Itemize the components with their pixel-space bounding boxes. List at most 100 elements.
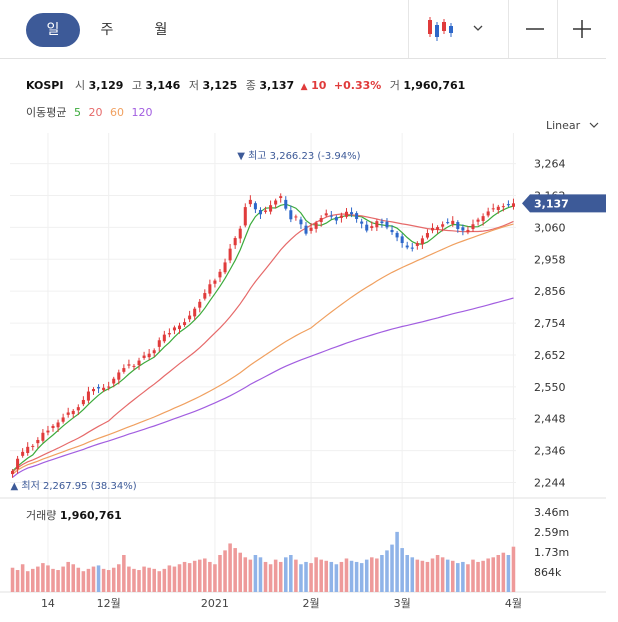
volume-bar <box>344 558 349 592</box>
scale-selector[interactable]: Linear <box>546 119 600 132</box>
volume-bar <box>486 558 490 592</box>
volume-bar <box>380 555 384 592</box>
volume-bar <box>152 568 156 592</box>
price-tick-label: 3,162 <box>534 190 566 203</box>
volume-bar <box>177 564 182 592</box>
tab-daily[interactable]: 일 <box>26 13 80 47</box>
volume-bar <box>101 568 106 592</box>
candle-body <box>425 233 429 238</box>
candle-body <box>142 355 146 358</box>
candle-body <box>238 228 242 239</box>
candle-body <box>228 248 232 261</box>
volume-bar <box>334 564 339 592</box>
candle-body <box>46 430 50 433</box>
candle-body <box>410 247 414 249</box>
candle-body <box>26 446 30 453</box>
volume-bar <box>415 559 420 592</box>
candle-body <box>506 204 510 206</box>
candle-body <box>127 364 131 366</box>
candle-body <box>415 243 419 246</box>
open-label: 시 <box>74 79 86 92</box>
candle-body <box>132 365 136 367</box>
volume-bar <box>294 559 298 592</box>
current-price-label: 3,137 <box>534 197 569 210</box>
ma-60-label: 60 <box>109 106 124 119</box>
price-tick-label: 2,958 <box>534 253 566 266</box>
volume-bar <box>501 552 506 592</box>
ma-60-line <box>12 223 514 475</box>
x-tick-label: 3월 <box>394 597 411 610</box>
volume-value: 1,960,761 <box>403 79 466 92</box>
volume-bar <box>258 557 263 592</box>
candle-body <box>436 227 440 230</box>
quote-summary: KOSPI 시 3,129 고 3,146 저 3,125 종 3,137 ▲ … <box>26 77 465 93</box>
volume-tick-label: 2.59m <box>534 526 569 539</box>
zoom-in-button[interactable] <box>564 14 600 44</box>
ma-5-line <box>12 203 514 472</box>
volume-bar <box>471 559 475 592</box>
volume-bar <box>410 557 415 592</box>
low-label: 저 <box>188 79 199 92</box>
candle-body <box>102 387 106 391</box>
candle-body <box>243 207 247 226</box>
volume-bar <box>349 560 354 592</box>
tab-weekly[interactable]: 주 <box>100 22 114 38</box>
close-value: 3,137 <box>259 79 295 92</box>
price-tick-label: 2,856 <box>534 285 566 298</box>
candle-body <box>329 215 333 217</box>
volume-bar <box>243 557 248 592</box>
chart-type-button[interactable] <box>420 14 502 44</box>
candle-body <box>344 211 349 217</box>
price-tick-label: 2,550 <box>534 381 566 394</box>
volume-bar <box>238 552 243 592</box>
volume-bar <box>96 565 101 592</box>
change-arrow: ▲ <box>300 82 308 92</box>
volume-bar <box>511 546 516 592</box>
candle-body <box>334 217 338 221</box>
candle-body <box>61 417 65 422</box>
candle-body <box>365 224 369 231</box>
close-label: 종 <box>245 79 256 92</box>
zoom-out-button[interactable] <box>516 14 552 44</box>
candle-body <box>233 238 237 246</box>
volume-bar <box>385 550 389 592</box>
volume-bar <box>127 566 131 592</box>
candle-body <box>193 308 197 317</box>
chevron-down-icon <box>589 122 599 128</box>
candle-body <box>11 470 15 475</box>
candle-body <box>208 284 212 294</box>
candle-body <box>198 301 202 308</box>
candle-body <box>355 213 359 219</box>
volume-bar <box>375 558 379 592</box>
x-tick-label: 2월 <box>303 597 320 610</box>
volume-bar <box>400 548 404 592</box>
volume-bar <box>157 571 162 592</box>
volume-bar <box>461 561 465 592</box>
moving-average-legend[interactable]: 이동평균 5 20 60 120 <box>26 104 152 120</box>
candlestick-icon <box>428 17 483 41</box>
volume-bar <box>299 564 303 592</box>
candle-body <box>122 368 126 372</box>
candle-body <box>188 315 192 320</box>
candle-body <box>137 360 141 366</box>
candle-body <box>441 224 445 227</box>
candle-body <box>117 372 121 380</box>
candle-body <box>162 334 166 342</box>
candle-body <box>456 222 460 229</box>
volume-bar <box>86 568 91 592</box>
volume-bar <box>81 571 86 592</box>
volume-bar <box>491 557 496 592</box>
candle-body <box>41 432 45 441</box>
period-tabs: 일 주 월 <box>26 13 188 47</box>
max-price-annotation: ▼ 최고 3,266.23 (-3.94%) <box>237 150 360 162</box>
volume-bar <box>289 555 293 592</box>
tab-monthly[interactable]: 월 <box>154 22 168 38</box>
plus-icon <box>573 20 591 38</box>
volume-bar <box>233 548 237 592</box>
volume-bar <box>445 559 450 592</box>
volume-bar <box>106 570 111 592</box>
volume-bar <box>476 561 480 592</box>
candle-body <box>51 425 55 429</box>
volume-bar <box>466 564 470 592</box>
volume-bar <box>41 563 45 592</box>
